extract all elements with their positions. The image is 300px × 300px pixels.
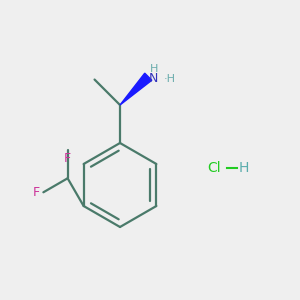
Text: H: H — [150, 64, 158, 74]
Text: H: H — [239, 161, 249, 175]
Text: F: F — [33, 186, 40, 199]
Text: Cl: Cl — [207, 161, 220, 175]
Polygon shape — [120, 73, 152, 105]
Text: N: N — [148, 72, 158, 85]
Text: F: F — [64, 152, 71, 165]
Text: ·H: ·H — [163, 74, 175, 84]
